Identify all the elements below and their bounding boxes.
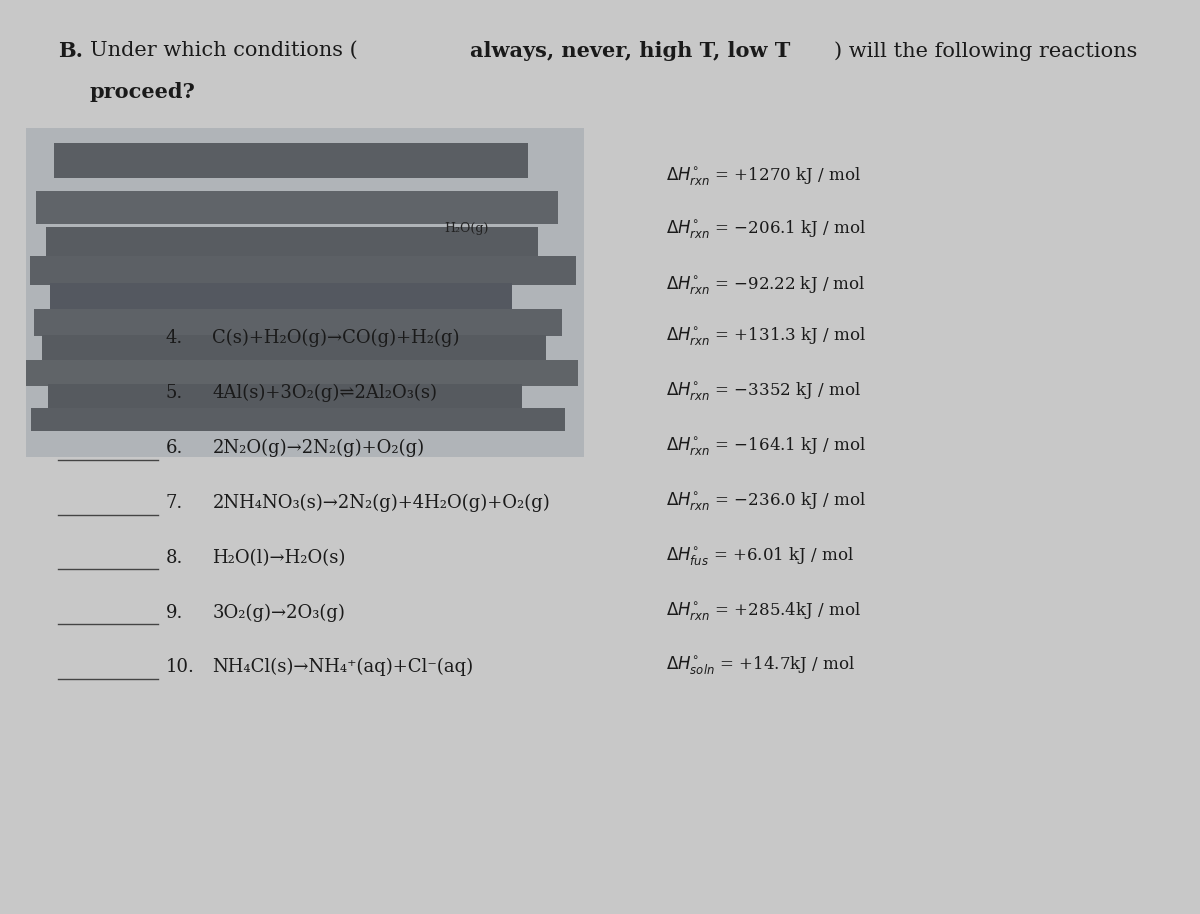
Text: NH₄Cl(s)→NH₄⁺(aq)+Cl⁻(aq): NH₄Cl(s)→NH₄⁺(aq)+Cl⁻(aq) bbox=[212, 658, 474, 676]
Text: $\Delta H^{\circ}_{rxn}$ = +131.3 kJ / mol: $\Delta H^{\circ}_{rxn}$ = +131.3 kJ / m… bbox=[666, 325, 866, 347]
Text: 8.: 8. bbox=[166, 548, 182, 567]
Text: 4.: 4. bbox=[166, 329, 182, 347]
Text: always, never, high T, low T: always, never, high T, low T bbox=[470, 41, 791, 61]
Text: H₂O(g): H₂O(g) bbox=[444, 222, 488, 235]
Text: 9.: 9. bbox=[166, 603, 182, 622]
FancyBboxPatch shape bbox=[30, 256, 576, 285]
Text: $\Delta H^{\circ}_{soln}$ = +14.7kJ / mol: $\Delta H^{\circ}_{soln}$ = +14.7kJ / mo… bbox=[666, 654, 856, 676]
Text: $\Delta H^{\circ}_{rxn}$ = −92.22 kJ / mol: $\Delta H^{\circ}_{rxn}$ = −92.22 kJ / m… bbox=[666, 274, 865, 296]
Text: $\Delta H^{\circ}_{rxn}$ = −164.1 kJ / mol: $\Delta H^{\circ}_{rxn}$ = −164.1 kJ / m… bbox=[666, 435, 866, 457]
Text: 10.: 10. bbox=[166, 658, 194, 676]
FancyBboxPatch shape bbox=[54, 143, 528, 178]
Text: 7.: 7. bbox=[166, 494, 182, 512]
Text: ) will the following reactions: ) will the following reactions bbox=[834, 41, 1138, 61]
Text: $\Delta H^{\circ}_{rxn}$ = −3352 kJ / mol: $\Delta H^{\circ}_{rxn}$ = −3352 kJ / mo… bbox=[666, 380, 860, 402]
FancyBboxPatch shape bbox=[48, 384, 522, 409]
FancyBboxPatch shape bbox=[50, 283, 512, 311]
Text: 3O₂(g)→2O₃(g): 3O₂(g)→2O₃(g) bbox=[212, 603, 346, 622]
FancyBboxPatch shape bbox=[36, 191, 558, 224]
Text: 2N₂O(g)→2N₂(g)+O₂(g): 2N₂O(g)→2N₂(g)+O₂(g) bbox=[212, 439, 425, 457]
Text: $\Delta H^{\circ}_{rxn}$ = −236.0 kJ / mol: $\Delta H^{\circ}_{rxn}$ = −236.0 kJ / m… bbox=[666, 490, 866, 512]
FancyBboxPatch shape bbox=[26, 360, 578, 386]
FancyBboxPatch shape bbox=[46, 227, 538, 258]
Text: 6.: 6. bbox=[166, 439, 182, 457]
Text: $\Delta H^{\circ}_{rxn}$ = +285.4kJ / mol: $\Delta H^{\circ}_{rxn}$ = +285.4kJ / mo… bbox=[666, 600, 860, 622]
Text: $\Delta H^{\circ}_{rxn}$ = −206.1 kJ / mol: $\Delta H^{\circ}_{rxn}$ = −206.1 kJ / m… bbox=[666, 218, 866, 239]
FancyBboxPatch shape bbox=[26, 128, 584, 457]
Text: H₂O(l)→H₂O(s): H₂O(l)→H₂O(s) bbox=[212, 548, 346, 567]
Text: 5.: 5. bbox=[166, 384, 182, 402]
FancyBboxPatch shape bbox=[34, 309, 562, 336]
Text: $\Delta H^{\circ}_{rxn}$ = +1270 kJ / mol: $\Delta H^{\circ}_{rxn}$ = +1270 kJ / mo… bbox=[666, 165, 860, 186]
Text: Under which conditions (: Under which conditions ( bbox=[90, 41, 358, 60]
Text: 4Al(s)+3O₂(g)⇌2Al₂O₃(s): 4Al(s)+3O₂(g)⇌2Al₂O₃(s) bbox=[212, 384, 437, 402]
FancyBboxPatch shape bbox=[31, 408, 565, 431]
Text: C(s)+H₂O(g)→CO(g)+H₂(g): C(s)+H₂O(g)→CO(g)+H₂(g) bbox=[212, 329, 460, 347]
FancyBboxPatch shape bbox=[42, 335, 546, 363]
Text: proceed?: proceed? bbox=[90, 82, 196, 102]
Text: B.: B. bbox=[58, 41, 83, 61]
Text: $\Delta H^{\circ}_{fus}$ = +6.01 kJ / mol: $\Delta H^{\circ}_{fus}$ = +6.01 kJ / mo… bbox=[666, 545, 854, 567]
Text: 2NH₄NO₃(s)→2N₂(g)+4H₂O(g)+O₂(g): 2NH₄NO₃(s)→2N₂(g)+4H₂O(g)+O₂(g) bbox=[212, 494, 550, 512]
